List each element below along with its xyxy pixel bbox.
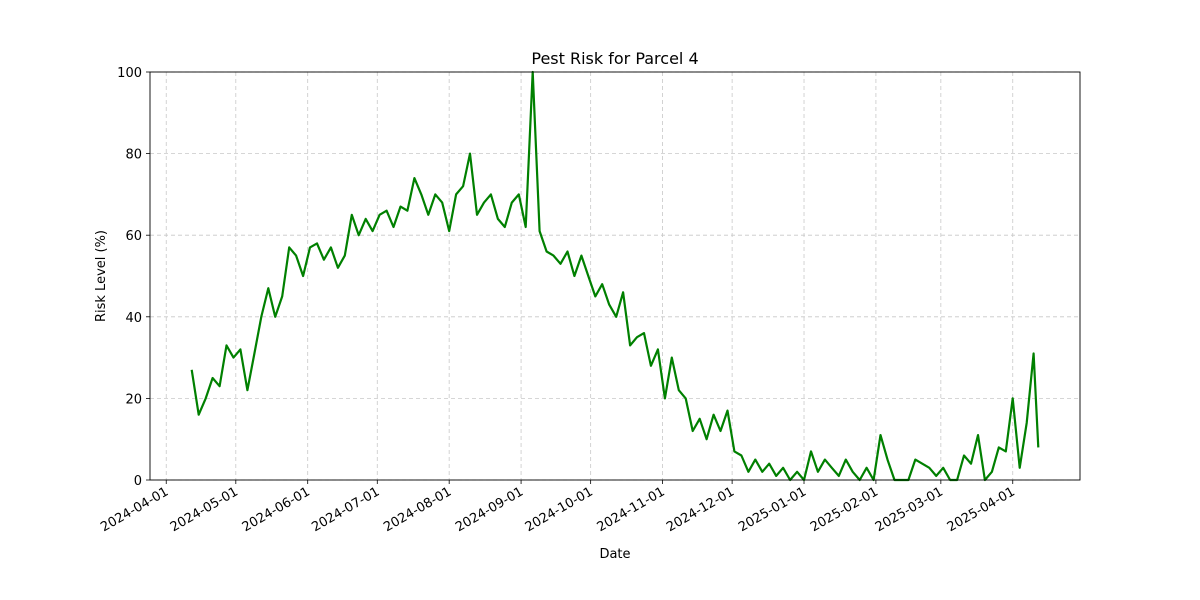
x-axis-label: Date bbox=[599, 547, 630, 562]
chart-title: Pest Risk for Parcel 4 bbox=[531, 49, 698, 68]
x-tick-label: 2024-12-01 bbox=[664, 484, 737, 535]
y-tick-label: 20 bbox=[125, 392, 142, 407]
x-tick-label: 2025-02-01 bbox=[808, 484, 881, 535]
y-tick-label: 60 bbox=[125, 229, 142, 244]
x-tick-label: 2024-07-01 bbox=[309, 484, 382, 535]
y-tick-label: 40 bbox=[125, 311, 142, 326]
x-tick-label: 2024-06-01 bbox=[240, 484, 313, 535]
x-tick-label: 2025-03-01 bbox=[873, 484, 946, 535]
x-tick-label: 2024-05-01 bbox=[168, 484, 241, 535]
plot-frame bbox=[149, 71, 1081, 481]
x-tick-label: 2024-04-01 bbox=[98, 484, 171, 535]
risk-line bbox=[190, 70, 1040, 482]
x-tick-label: 2024-11-01 bbox=[595, 484, 668, 535]
x-tick-label: 2024-10-01 bbox=[523, 484, 596, 535]
x-tick-label: 2025-01-01 bbox=[736, 484, 809, 535]
y-tick-label: 0 bbox=[134, 474, 142, 489]
y-axis-label: Risk Level (%) bbox=[94, 230, 109, 322]
x-tick-label: 2024-08-01 bbox=[381, 484, 454, 535]
x-tick-label: 2024-09-01 bbox=[453, 484, 526, 535]
y-tick-label: 80 bbox=[125, 148, 142, 163]
x-tick-label: 2025-04-01 bbox=[945, 484, 1018, 535]
y-tick-label: 100 bbox=[117, 66, 142, 81]
